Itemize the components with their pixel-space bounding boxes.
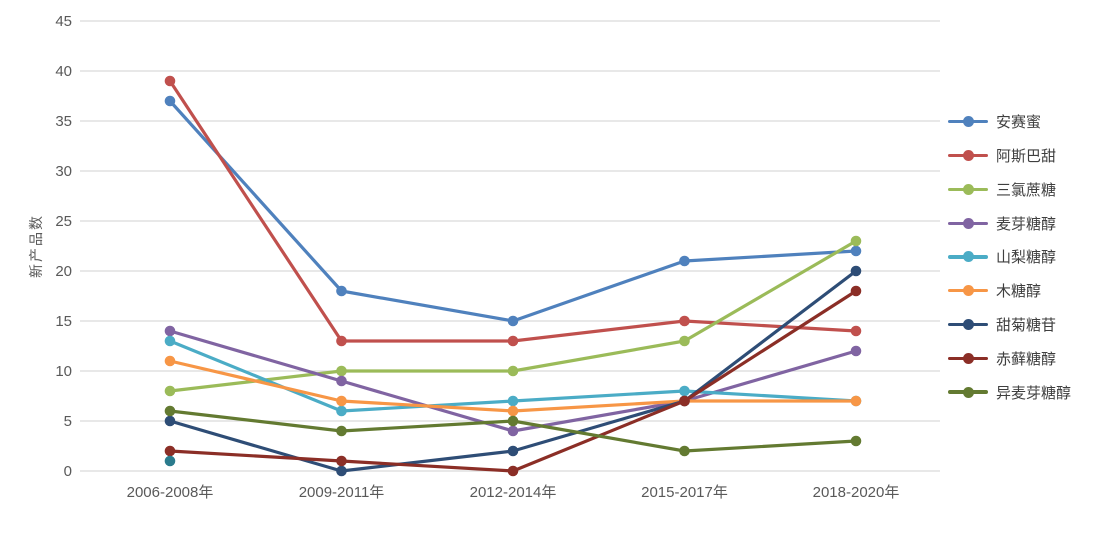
data-point-series-2 [336, 365, 347, 377]
legend-item-label: 三氯蔗糖 [996, 181, 1057, 199]
y-tick-label: 45 [55, 13, 72, 30]
data-point-series-2 [164, 385, 176, 397]
data-point-series-7 [679, 395, 690, 407]
legend-marker-dot [962, 386, 974, 398]
legend-item-label: 安赛蜜 [996, 114, 1042, 132]
data-point-series-7 [164, 445, 176, 457]
legend-marker-dot [962, 318, 974, 330]
y-tick-label: 40 [55, 63, 72, 80]
data-point-series-6 [164, 415, 176, 427]
y-tick-label: 25 [55, 213, 72, 230]
legend-item-label: 山梨糖醇 [996, 249, 1057, 267]
data-point-series-8 [679, 445, 690, 457]
legend-series-marker-icon [948, 150, 988, 162]
chart-legend: 安赛蜜阿斯巴甜三氯蔗糖麦芽糖醇山梨糖醇木糖醇甜菊糖苷赤藓糖醇异麦芽糖醇 [948, 105, 1104, 409]
legend-marker-dot [962, 285, 974, 297]
legend-item-8: 异麦芽糖醇 [948, 375, 1104, 409]
data-point-series-1 [850, 325, 862, 337]
data-point-series-2 [679, 335, 690, 347]
legend-item-4: 山梨糖醇 [948, 240, 1104, 274]
legend-item-label: 麦芽糖醇 [996, 215, 1057, 233]
legend-item-label: 异麦芽糖醇 [996, 384, 1072, 402]
y-tick-label: 35 [55, 113, 72, 130]
data-point-series-1 [507, 335, 519, 347]
x-tick-label: 2012-2014年 [470, 484, 557, 501]
data-point-series-2 [850, 235, 862, 247]
y-tick-label: 15 [55, 313, 72, 330]
data-point-series-3 [336, 375, 347, 387]
legend-item-label: 木糖醇 [996, 283, 1042, 301]
legend-item-6: 甜菊糖苷 [948, 308, 1104, 342]
data-point-series-8 [507, 415, 519, 427]
data-point-series-5 [850, 395, 862, 407]
legend-marker-dot [962, 217, 974, 229]
legend-series-marker-icon [948, 386, 988, 398]
data-point-series-7 [850, 285, 862, 297]
series-line-0 [168, 99, 858, 323]
extra-data-point [164, 455, 176, 467]
legend-item-1: 阿斯巴甜 [948, 139, 1104, 173]
data-point-series-5 [507, 405, 519, 417]
data-point-series-0 [850, 245, 862, 257]
y-tick-label: 20 [55, 263, 72, 280]
data-point-series-3 [164, 325, 176, 337]
legend-item-7: 赤藓糖醇 [948, 341, 1104, 375]
legend-marker-dot [962, 183, 974, 195]
x-tick-label: 2009-2011年 [299, 484, 385, 501]
data-point-series-8 [336, 425, 347, 437]
data-point-series-2 [507, 365, 519, 377]
data-point-series-5 [336, 395, 347, 407]
data-point-series-0 [164, 95, 176, 107]
legend-series-marker-icon [948, 352, 988, 364]
data-point-series-4 [679, 385, 690, 397]
legend-item-3: 麦芽糖醇 [948, 206, 1104, 240]
data-point-series-8 [164, 405, 176, 417]
legend-marker-dot [962, 352, 974, 364]
y-tick-label: 5 [64, 413, 72, 430]
data-point-series-6 [336, 465, 347, 477]
legend-item-label: 阿斯巴甜 [996, 148, 1057, 166]
data-point-series-7 [336, 455, 347, 467]
data-point-series-6 [507, 445, 519, 457]
data-point-series-4 [507, 395, 519, 407]
data-point-series-1 [336, 335, 347, 347]
x-tick-label: 2018-2020年 [813, 484, 900, 501]
data-point-series-3 [507, 425, 519, 437]
legend-series-marker-icon [948, 183, 988, 195]
legend-series-marker-icon [948, 251, 988, 263]
legend-series-marker-icon [948, 285, 988, 297]
data-point-series-4 [164, 335, 176, 347]
x-tick-label: 2015-2017年 [641, 484, 728, 501]
data-point-series-5 [164, 355, 176, 367]
legend-marker-dot [962, 251, 974, 263]
legend-series-marker-icon [948, 318, 988, 330]
data-point-series-3 [850, 345, 862, 357]
legend-item-label: 赤藓糖醇 [996, 350, 1057, 368]
data-point-series-0 [507, 315, 519, 327]
data-point-series-7 [507, 465, 519, 477]
data-point-series-1 [679, 315, 690, 327]
data-point-series-4 [336, 405, 347, 417]
legend-item-2: 三氯蔗糖 [948, 173, 1104, 207]
legend-item-0: 安赛蜜 [948, 105, 1104, 139]
legend-marker-dot [962, 116, 974, 128]
legend-series-marker-icon [948, 217, 988, 229]
data-point-series-8 [850, 435, 862, 447]
x-tick-label: 2006-2008年 [127, 484, 214, 501]
legend-marker-dot [962, 150, 974, 162]
data-point-series-0 [336, 285, 347, 297]
y-tick-label: 10 [55, 363, 72, 380]
legend-item-label: 甜菊糖苷 [996, 316, 1057, 334]
data-point-series-6 [850, 265, 862, 277]
legend-series-marker-icon [948, 116, 988, 128]
legend-item-5: 木糖醇 [948, 274, 1104, 308]
y-tick-label: 0 [64, 463, 72, 480]
data-point-series-0 [679, 255, 690, 267]
data-point-series-1 [164, 75, 176, 87]
y-axis-title: 新产品数 [28, 214, 44, 278]
y-tick-label: 30 [55, 163, 72, 180]
